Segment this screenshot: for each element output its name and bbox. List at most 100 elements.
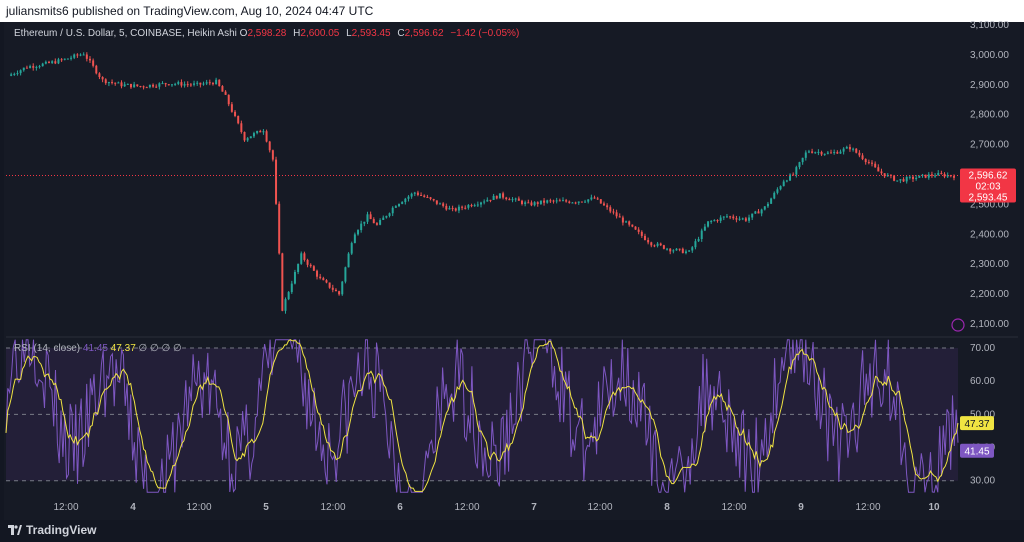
rsi-ma-badge-value: 47.37: [964, 419, 989, 430]
candle-body: [751, 213, 754, 218]
candle-body: [464, 207, 467, 209]
candle-body: [142, 86, 145, 88]
candle-body: [382, 217, 385, 220]
event-marker-icon: [951, 318, 965, 332]
candle-body: [316, 270, 319, 277]
price-tick-label: 2,200.00: [970, 289, 1009, 300]
candle-body: [88, 58, 91, 61]
candle-body: [252, 133, 255, 137]
candle-body: [328, 282, 331, 288]
candle-body: [120, 82, 123, 87]
candle-body: [234, 111, 237, 116]
candle-body: [833, 152, 836, 154]
open-label: O: [239, 28, 248, 39]
candle-body: [95, 65, 98, 74]
candle-body: [148, 84, 151, 88]
candle-body: [580, 201, 583, 203]
candle-body: [593, 197, 596, 199]
candle-body: [546, 200, 549, 203]
candle-body: [953, 176, 955, 178]
brand-label: TradingView: [26, 523, 97, 537]
candle-body: [877, 167, 880, 172]
candle-body: [123, 84, 126, 87]
candle-body: [63, 58, 66, 60]
candle-body: [700, 230, 703, 239]
time-tick-label: 12:00: [320, 502, 345, 513]
candle-body: [51, 61, 54, 63]
candle-body: [937, 172, 940, 176]
candle-body: [70, 57, 73, 59]
candle-body: [678, 248, 681, 250]
candle-body: [101, 77, 104, 80]
candle-body: [612, 211, 615, 213]
candle-body: [618, 216, 621, 218]
candle-body: [577, 201, 580, 203]
candle-body: [871, 162, 874, 164]
candle-body: [782, 181, 785, 187]
candle-body: [211, 83, 214, 85]
candle-body: [297, 263, 300, 272]
candle-body: [451, 208, 454, 210]
time-tick-label: 12:00: [587, 502, 612, 513]
candle-body: [568, 201, 571, 203]
candle-body: [738, 218, 741, 220]
candle-body: [555, 200, 558, 202]
tradingview-brand[interactable]: TradingView: [8, 523, 96, 537]
candle-body: [35, 66, 38, 68]
candle-body: [653, 245, 656, 247]
candle-body: [672, 250, 675, 252]
rsi-ma-badge: [960, 416, 994, 431]
candle-body: [839, 151, 842, 154]
candle-body: [47, 61, 50, 63]
candle-body: [133, 84, 136, 88]
candle-body: [284, 299, 287, 311]
candle-body: [836, 152, 839, 154]
candle-body: [864, 159, 867, 163]
candle-body: [180, 82, 183, 86]
rsi-ma-legend-value: 47.37: [110, 343, 136, 354]
candle-body: [19, 70, 22, 74]
candle-body: [413, 192, 416, 194]
candle-body: [457, 206, 460, 211]
candle-body: [940, 172, 943, 174]
candle-body: [719, 217, 722, 221]
candle-body: [748, 217, 751, 221]
candle-body: [647, 240, 650, 243]
candle-body: [703, 226, 706, 231]
candle-body: [694, 241, 697, 248]
candle-body: [155, 86, 158, 88]
candle-body: [394, 206, 397, 208]
candle-body: [934, 175, 937, 177]
candle-body: [350, 243, 353, 254]
candle-body: [344, 267, 347, 282]
candle-body: [10, 74, 13, 76]
candle-body: [360, 223, 363, 231]
candle-body: [675, 248, 678, 251]
candle-body: [637, 229, 640, 232]
price-badge-value: 2,596.62: [969, 171, 1008, 182]
candle-body: [725, 216, 728, 218]
candle-body: [921, 174, 924, 176]
rsi-tick-label: 50.00: [970, 409, 995, 420]
candle-body: [25, 67, 28, 69]
candle-body: [22, 67, 25, 71]
candle-body: [445, 205, 448, 210]
candle-body: [158, 83, 161, 87]
candle-body: [498, 193, 501, 199]
candle-body: [435, 200, 438, 204]
candle-body: [85, 54, 88, 59]
time-tick-label: 5: [263, 502, 269, 513]
low-label: L: [346, 28, 352, 39]
candle-body: [57, 59, 60, 64]
candle-body: [776, 189, 779, 193]
candle-body: [930, 174, 933, 176]
rsi-badge: [960, 443, 994, 458]
candle-body: [32, 66, 35, 68]
candle-body: [41, 63, 44, 67]
candle-body: [596, 198, 599, 200]
candle-body: [609, 207, 612, 212]
candle-body: [306, 259, 309, 265]
candle-body: [785, 180, 788, 182]
rsi-tick-label: 60.00: [970, 376, 995, 387]
